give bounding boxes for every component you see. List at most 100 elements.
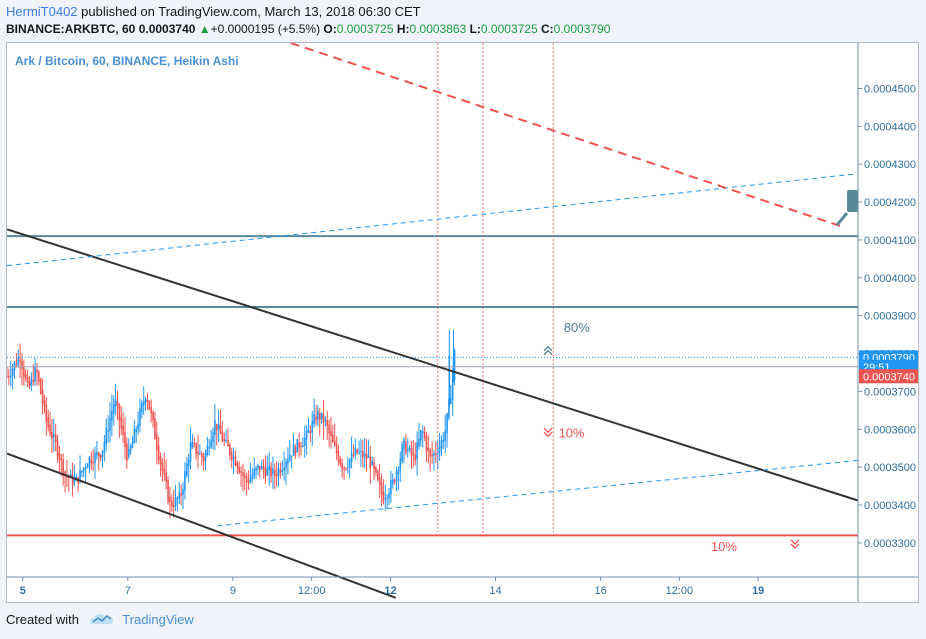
price-tick-label: 0.0004400 (864, 121, 916, 133)
candle-body (240, 471, 242, 473)
candle-body (133, 428, 136, 443)
low-label: L: (469, 22, 481, 36)
candle-body (32, 379, 35, 382)
percent-annotation[interactable]: 80% (564, 320, 590, 335)
candle-body (371, 460, 373, 465)
chart-canvas[interactable]: 0.0004500 0.0004400 0.0004300 0.0004200 0.00… (7, 43, 918, 602)
scroll-handle-icon[interactable] (835, 190, 858, 226)
candle-body (36, 369, 38, 373)
candle-body (58, 452, 61, 461)
chevron-down-icon[interactable] (790, 539, 800, 549)
candle-body (305, 430, 308, 440)
candle-body (423, 431, 426, 439)
candle-body (438, 446, 441, 454)
chevron-down-icon[interactable] (543, 427, 553, 438)
candle-body (24, 374, 27, 379)
price-axis-bg[interactable] (858, 43, 918, 577)
candle-body (199, 453, 201, 455)
candle-body (180, 493, 182, 496)
candle-body (53, 434, 55, 438)
change-arrow-icon: ▲ (198, 22, 211, 36)
symbol-label: BINANCE:ARKBTC, 60 (6, 22, 136, 36)
ohlc-line: BINANCE:ARKBTC, 60 0.0003740 ▲+0.0000195… (6, 22, 610, 36)
candle-body (230, 452, 233, 461)
candle-body (208, 447, 211, 449)
time-tick-label: 7 (125, 585, 131, 597)
candle-body (182, 488, 184, 496)
candle-body (253, 469, 255, 477)
candle-body (148, 400, 151, 410)
candle-body (30, 378, 33, 386)
candle-body (126, 443, 128, 462)
candle-body (11, 368, 14, 377)
price-tick-label: 0.0004100 (864, 235, 916, 247)
price-tag-bg (859, 369, 918, 384)
last-price: 0.0003740 (138, 22, 196, 36)
candle-body (122, 425, 124, 435)
candle-body (318, 413, 321, 421)
percent-annotation[interactable]: 10% (711, 539, 737, 554)
candle-body (448, 399, 450, 419)
candle-body (7, 376, 8, 378)
trend-line[interactable] (7, 452, 397, 599)
time-tick-label: 12:00 (666, 585, 694, 597)
candle-body (435, 453, 437, 455)
candle-body (281, 469, 284, 472)
candle-body (259, 465, 261, 471)
candle-body (234, 456, 237, 465)
candle-body (279, 470, 282, 473)
candle-body (302, 445, 304, 447)
trend-line[interactable] (290, 43, 843, 228)
tradingview-link[interactable]: TradingView (122, 612, 194, 627)
candle-body (103, 441, 106, 453)
chevron-up-icon[interactable] (543, 345, 553, 356)
candle-body (206, 445, 209, 456)
candle-body (244, 475, 246, 478)
percent-annotation[interactable]: 10% (559, 426, 585, 441)
candle-body (142, 401, 145, 406)
candle-body (174, 497, 177, 507)
candle-body (223, 438, 226, 442)
candles-layer (7, 329, 456, 519)
candle-body (99, 454, 102, 459)
candle-body (64, 471, 66, 476)
chart-legend: Ark / Bitcoin, 60, BINANCE, Heikin Ashi (15, 54, 239, 68)
candle-body (388, 493, 390, 498)
candle-body (335, 443, 338, 454)
candle-body (215, 423, 218, 431)
candle-body (393, 480, 396, 482)
candle-body (397, 469, 400, 474)
candle-body (354, 447, 357, 456)
candle-body (51, 431, 53, 439)
candle-body (146, 400, 149, 402)
chart-frame[interactable]: 0.0004500 0.0004400 0.0004300 0.0004200 0.00… (6, 42, 919, 603)
candle-body (376, 471, 379, 480)
candle-body (167, 479, 169, 503)
candle-body (277, 468, 280, 477)
candle-body (451, 373, 454, 400)
candle-body (247, 480, 250, 483)
trend-line[interactable] (7, 228, 859, 502)
candle-body (139, 408, 141, 426)
candle-body (406, 449, 409, 451)
candle-body (90, 459, 93, 464)
candle-body (232, 456, 235, 459)
candle-body (219, 425, 222, 434)
candle-body (204, 453, 207, 461)
candle-body (309, 430, 312, 434)
candle-body (333, 440, 336, 446)
price-tick-label: 0.0003300 (864, 538, 916, 550)
candle-body (352, 455, 355, 457)
candle-body (15, 364, 18, 366)
candle-body (339, 458, 342, 465)
price-tick-label: 0.0004300 (864, 159, 916, 171)
author-link[interactable]: HermiT0402 (6, 4, 78, 19)
candle-body (120, 417, 123, 429)
candle-body (23, 366, 25, 377)
trend-line[interactable] (7, 173, 859, 267)
price-tick-label: 0.0003400 (864, 500, 916, 512)
candle-body (135, 428, 138, 433)
candle-body (290, 455, 293, 457)
candle-body (412, 453, 415, 456)
candle-body (60, 458, 63, 460)
